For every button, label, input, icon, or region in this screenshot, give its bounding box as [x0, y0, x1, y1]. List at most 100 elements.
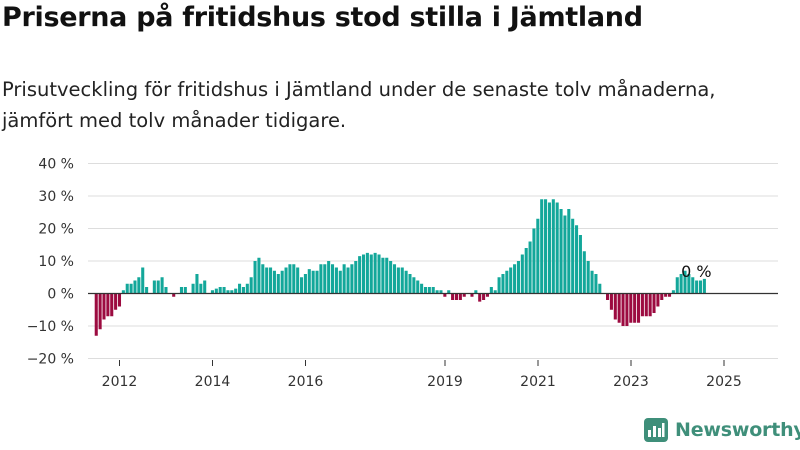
bar: [454, 293, 459, 300]
bar: [439, 290, 443, 294]
bar: [427, 287, 431, 294]
bar: [311, 270, 315, 294]
y-tick-label: 20 %: [38, 222, 74, 238]
bar: [667, 293, 672, 297]
bar: [199, 283, 203, 294]
bar: [354, 261, 358, 294]
bar: [210, 290, 214, 294]
bar: [470, 293, 474, 297]
bar: [338, 270, 342, 294]
bar: [152, 280, 156, 294]
bar: [458, 293, 462, 300]
bar: [400, 267, 404, 294]
bar: [563, 215, 567, 294]
bar: [652, 293, 656, 313]
bar: [241, 287, 245, 294]
bar: [156, 280, 160, 294]
brand-name: Newsworthy: [675, 419, 800, 441]
x-tick-label: 2019: [427, 374, 463, 390]
x-tick-label: 2012: [102, 374, 138, 390]
bar: [536, 218, 540, 294]
bar: [501, 274, 505, 294]
bar: [334, 267, 338, 294]
bar: [261, 264, 265, 294]
bar: [272, 270, 276, 294]
bar: [702, 278, 706, 294]
bar: [269, 267, 273, 294]
x-tick-label: 2021: [520, 374, 556, 390]
bar: [489, 287, 493, 294]
bar: [172, 293, 176, 297]
bar: [493, 290, 497, 294]
x-tick-label: 2016: [288, 374, 324, 390]
bar: [218, 287, 222, 294]
bar: [94, 293, 98, 336]
bar: [513, 264, 517, 294]
last-value-label: 0 %: [681, 262, 711, 281]
bar: [381, 257, 385, 294]
bar: [547, 202, 551, 294]
bar: [183, 287, 187, 294]
bar: [582, 251, 586, 294]
bar: [102, 293, 106, 320]
bar: [590, 270, 594, 294]
bar: [160, 277, 164, 294]
bar: [284, 267, 288, 294]
bar: [361, 254, 366, 294]
bar: [358, 256, 362, 294]
bar: [121, 290, 125, 294]
bar: [505, 270, 509, 294]
bar: [640, 293, 644, 317]
bar: [117, 293, 122, 307]
bar: [664, 293, 668, 297]
bar: [323, 264, 327, 294]
bar: [392, 264, 397, 294]
bar: [660, 293, 664, 300]
bar: [365, 252, 369, 294]
chart-title: Priserna på fritidshus stod stilla i Jäm…: [2, 2, 643, 33]
bar: [214, 288, 218, 294]
bar: [544, 199, 548, 294]
bar: [249, 277, 253, 294]
bar: [319, 264, 323, 294]
bar: [203, 280, 207, 294]
bar: [191, 283, 195, 294]
bar: [292, 264, 296, 294]
bar: [245, 283, 249, 294]
bar: [408, 274, 412, 294]
bar: [265, 267, 269, 294]
bar: [482, 293, 486, 300]
bar: [141, 267, 145, 294]
bar: [276, 274, 280, 294]
bar: [230, 290, 234, 294]
y-tick-label: −20 %: [27, 352, 74, 368]
bar: [621, 293, 625, 326]
bar: [532, 228, 536, 294]
bar: [656, 293, 660, 307]
bar: [462, 293, 466, 297]
bar: [698, 280, 703, 294]
bar: [644, 293, 648, 317]
bar: [315, 270, 319, 294]
bar: [617, 293, 621, 323]
y-tick-label: 30 %: [38, 189, 74, 205]
bar: [98, 293, 102, 330]
bar: [575, 225, 579, 294]
bar: [559, 209, 563, 294]
bar: [478, 293, 482, 302]
bar: [528, 241, 532, 294]
bar: [114, 293, 118, 310]
bar: [435, 290, 439, 294]
bar: [346, 267, 350, 294]
bar: [106, 293, 110, 317]
bar: [675, 277, 679, 294]
bar: [234, 288, 238, 294]
bar: [695, 280, 699, 294]
bar: [110, 293, 114, 317]
bar: [350, 264, 354, 294]
bar: [485, 293, 489, 297]
bar: [389, 261, 393, 294]
bar: [516, 261, 520, 294]
bar: [606, 293, 610, 300]
